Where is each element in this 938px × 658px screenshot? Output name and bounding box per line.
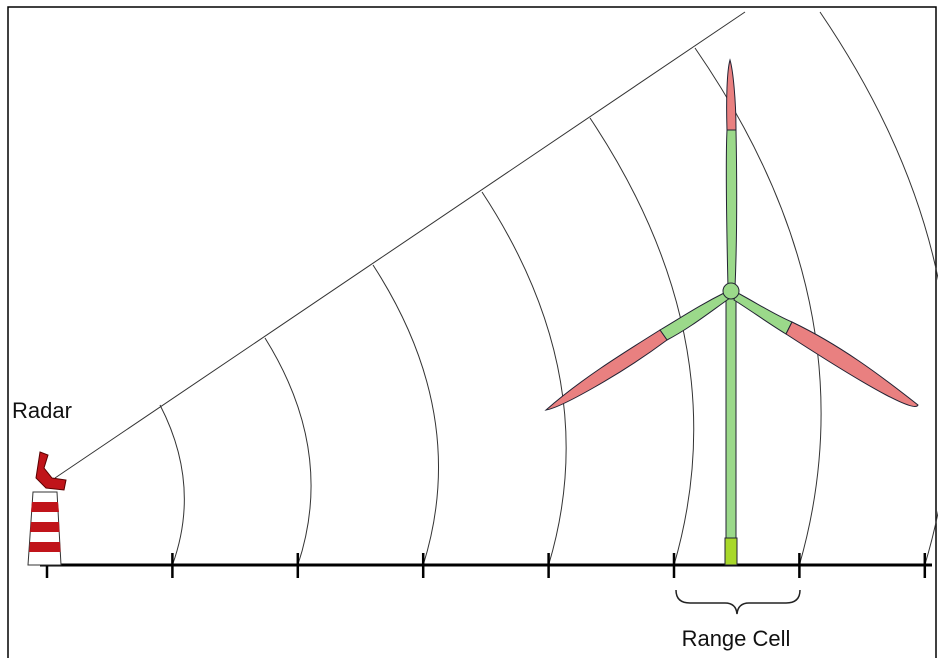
range-arc — [694, 47, 822, 566]
range-arc — [589, 117, 695, 566]
range-arc — [264, 337, 312, 566]
range-cell-brace — [675, 589, 801, 615]
radar-icon — [27, 451, 67, 566]
range-arc — [819, 11, 938, 566]
frame — [7, 6, 937, 658]
range-arcs — [159, 11, 938, 566]
range-arc — [481, 191, 567, 566]
beam-edge — [54, 11, 746, 479]
radar-label: Radar — [12, 398, 72, 423]
range-cell-label: Range Cell — [682, 626, 791, 651]
wind-turbine — [544, 58, 919, 566]
range-arc — [159, 404, 185, 566]
range-arc — [372, 264, 440, 566]
